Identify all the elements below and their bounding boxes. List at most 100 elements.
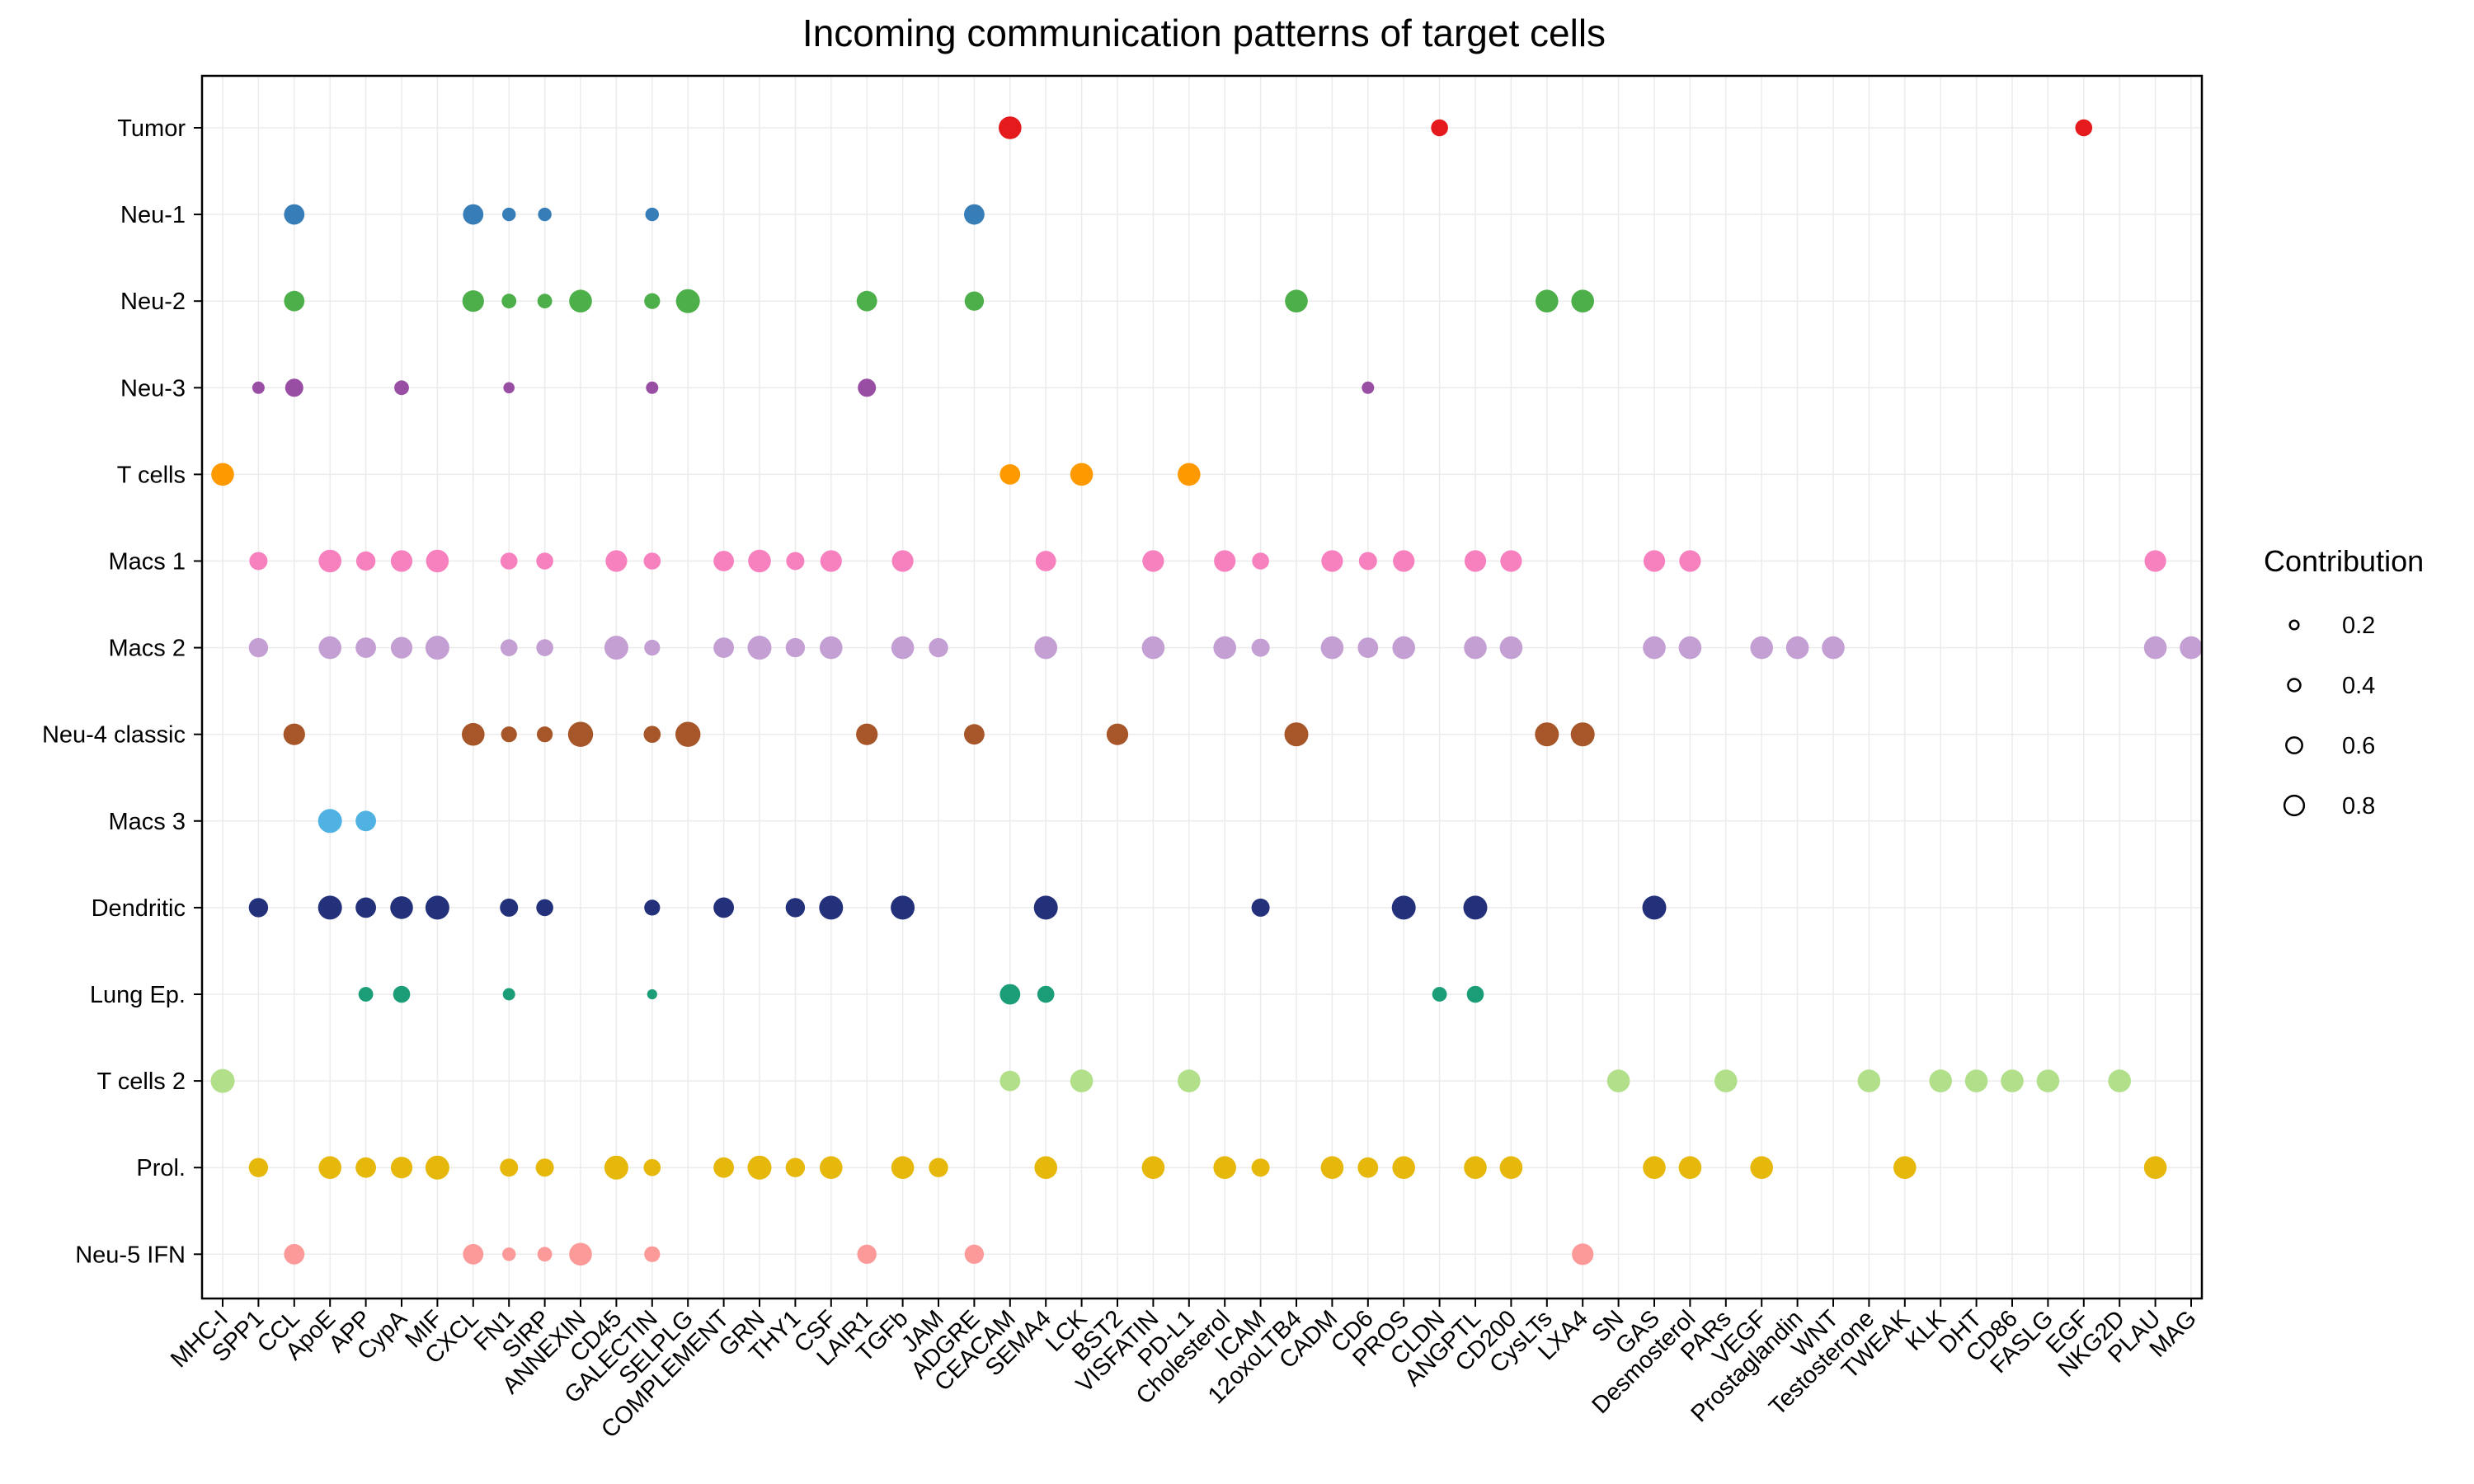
data-point — [1431, 119, 1448, 137]
data-point — [463, 204, 484, 225]
data-point — [1893, 1156, 1917, 1179]
data-point — [390, 636, 413, 659]
data-point — [1392, 1156, 1415, 1179]
data-point — [2180, 636, 2203, 660]
data-point — [355, 637, 376, 658]
data-point — [785, 637, 806, 658]
data-point — [820, 636, 843, 660]
legend-key — [2285, 736, 2303, 754]
data-point — [1284, 722, 1309, 747]
data-point — [390, 1157, 413, 1179]
data-point — [644, 899, 661, 916]
data-point — [318, 636, 342, 660]
data-point — [502, 207, 516, 222]
data-point — [713, 897, 734, 918]
data-point — [1714, 1069, 1738, 1092]
data-point — [1321, 550, 1343, 572]
data-point — [1857, 1069, 1881, 1092]
data-point — [537, 726, 553, 743]
data-point — [537, 1247, 553, 1262]
data-point — [819, 895, 844, 920]
data-point — [536, 552, 553, 570]
data-point — [284, 1243, 305, 1265]
data-point — [820, 1156, 843, 1179]
data-point — [1750, 1156, 1773, 1179]
data-point — [393, 985, 411, 1003]
data-point — [462, 290, 484, 312]
data-point — [1571, 289, 1594, 313]
data-point — [1536, 289, 1559, 313]
data-point — [1499, 1156, 1523, 1179]
y-tick-label: T cells — [117, 462, 186, 488]
data-point — [999, 464, 1021, 485]
legend-key — [2287, 678, 2302, 693]
data-point — [647, 989, 657, 1000]
data-point — [2143, 636, 2167, 660]
data-point — [785, 1158, 806, 1177]
data-point — [500, 1158, 519, 1177]
y-tick-label: Tumor — [117, 115, 186, 142]
grid-lines — [202, 76, 2202, 1298]
data-point — [284, 204, 305, 225]
legend-label: 0.8 — [2342, 793, 2375, 819]
legend-label: 0.4 — [2342, 673, 2375, 699]
data-point — [502, 1247, 516, 1261]
data-point — [1785, 636, 1809, 660]
data-point — [2075, 119, 2093, 137]
data-point — [425, 636, 449, 660]
data-point — [1070, 463, 1094, 486]
data-point — [604, 1155, 628, 1180]
data-point — [675, 289, 700, 313]
y-tick-label: Neu-1 — [120, 202, 186, 228]
data-point — [355, 810, 376, 832]
data-point — [390, 550, 413, 572]
data-point — [252, 381, 265, 394]
data-point — [210, 1068, 235, 1093]
data-point — [501, 294, 517, 309]
data-point — [644, 1246, 661, 1262]
data-point — [786, 552, 805, 571]
data-point — [426, 549, 449, 573]
data-point — [1214, 550, 1236, 572]
data-point — [1037, 985, 1055, 1003]
data-point — [964, 1244, 985, 1265]
data-point — [1141, 1156, 1165, 1179]
data-point — [999, 116, 1022, 139]
data-point — [355, 1157, 376, 1178]
data-point — [2144, 550, 2166, 572]
data-point — [1822, 636, 1845, 660]
data-point — [317, 809, 342, 834]
plot-frame — [200, 74, 2204, 1300]
data-point — [500, 639, 518, 656]
data-point — [856, 723, 878, 745]
data-point — [1464, 550, 1487, 572]
y-tick-label: Macs 1 — [109, 549, 186, 575]
data-point — [964, 724, 985, 745]
data-point — [1035, 551, 1056, 571]
data-point — [1034, 636, 1057, 660]
data-point — [820, 550, 842, 572]
data-point — [1357, 637, 1379, 658]
data-point — [999, 1070, 1021, 1092]
data-point — [643, 1158, 661, 1176]
data-point — [646, 381, 659, 394]
data-point — [1642, 895, 1667, 920]
data-point — [964, 291, 985, 311]
data-point — [964, 204, 985, 225]
data-point — [567, 721, 594, 747]
y-tick-label: Macs 2 — [109, 636, 186, 662]
data-point — [1362, 381, 1375, 394]
data-point — [1499, 636, 1523, 660]
data-point — [394, 380, 409, 396]
data-point — [1141, 636, 1165, 660]
data-point — [785, 898, 806, 918]
data-point — [2036, 1069, 2060, 1092]
data-point — [858, 378, 877, 397]
data-point — [318, 549, 342, 573]
data-point — [713, 637, 734, 658]
data-point — [425, 1155, 449, 1180]
y-tick-label: Neu-3 — [120, 375, 186, 402]
data-point — [2108, 1069, 2131, 1092]
legend-key — [2283, 794, 2306, 817]
